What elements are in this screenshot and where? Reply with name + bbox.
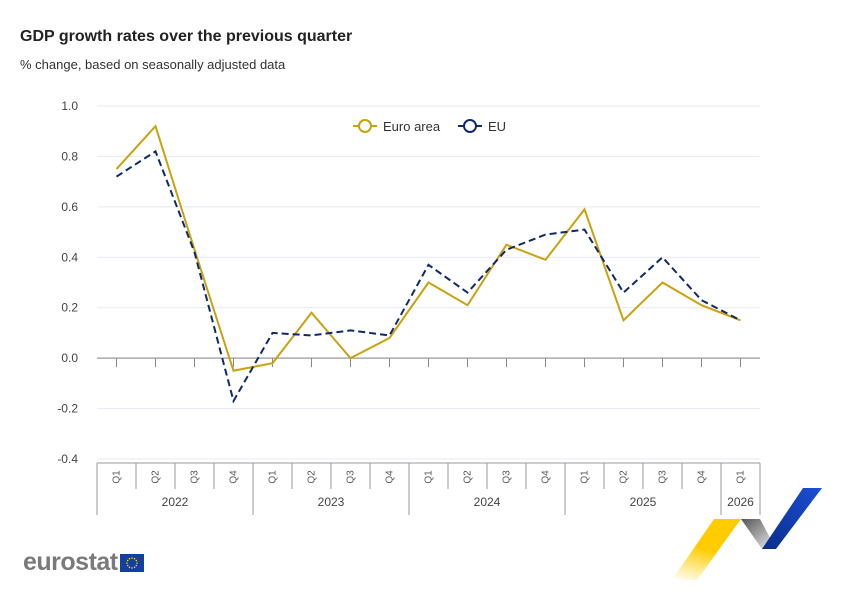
quarter-label: Q4 [229, 470, 240, 484]
y-tick-label: 0.8 [61, 149, 78, 163]
quarter-label: Q2 [151, 470, 162, 484]
quarter-label: Q2 [619, 470, 630, 484]
quarter-label: Q1 [736, 470, 747, 484]
y-tick-label: 0.4 [61, 250, 78, 264]
quarter-label: Q2 [307, 470, 318, 484]
quarter-label: Q3 [346, 470, 357, 484]
quarter-label: Q1 [580, 470, 591, 484]
year-label: 2023 [318, 495, 345, 509]
quarter-label: Q1 [268, 470, 279, 484]
y-tick-label: 0.2 [61, 301, 78, 315]
year-label: 2026 [727, 495, 754, 509]
legend-item[interactable]: EU [458, 119, 506, 134]
y-tick-label: 0.0 [61, 351, 78, 365]
y-tick-label: -0.4 [57, 452, 78, 466]
y-tick-label: 0.6 [61, 200, 78, 214]
legend-label: Euro area [383, 119, 441, 134]
eurostat-logo-text: eurostat [23, 548, 118, 576]
eu-flag-icon [119, 553, 144, 572]
quarter-label: Q4 [385, 470, 396, 484]
legend-marker-icon [463, 119, 477, 133]
year-label: 2022 [162, 495, 189, 509]
y-tick-label: 1.0 [61, 99, 78, 113]
quarter-label: Q1 [112, 470, 123, 484]
year-label: 2024 [474, 495, 501, 509]
legend-label: EU [488, 119, 506, 134]
quarter-label: Q4 [697, 470, 708, 484]
chart-title: GDP growth rates over the previous quart… [20, 28, 353, 45]
legend-item[interactable]: Euro area [353, 119, 441, 134]
chart-subtitle: % change, based on seasonally adjusted d… [20, 57, 286, 72]
eurostat-ribbon-decoration [672, 488, 822, 580]
series-line-eu [115, 149, 741, 404]
series-line-euro-area [115, 124, 741, 372]
year-label: 2025 [630, 495, 657, 509]
quarter-label: Q4 [541, 470, 552, 484]
legend-marker-icon [358, 119, 372, 133]
y-tick-label: -0.2 [57, 402, 78, 416]
quarter-label: Q3 [658, 470, 669, 484]
quarter-label: Q3 [190, 470, 201, 484]
quarter-label: Q3 [502, 470, 513, 484]
eurostat-logo: eurostat [23, 548, 144, 577]
quarter-label: Q2 [463, 470, 474, 484]
quarter-label: Q1 [424, 470, 435, 484]
